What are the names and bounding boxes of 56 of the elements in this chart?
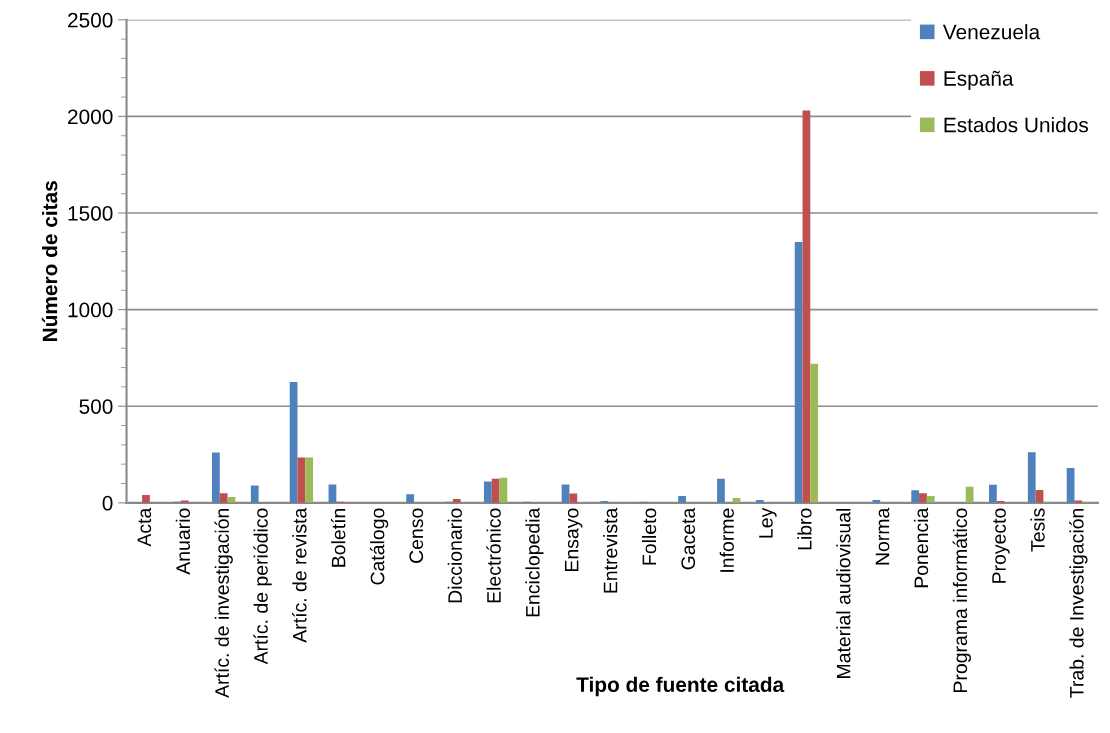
bar — [142, 495, 150, 503]
x-tick-label: Anuario — [175, 508, 191, 575]
x-tick-label: Ley — [759, 507, 777, 538]
x-tick-label: Ponencia — [913, 507, 929, 588]
bar — [250, 485, 259, 503]
x-tick-label: Norma — [875, 507, 890, 565]
x-tick-label: Proyecto — [992, 508, 1010, 583]
bar — [219, 493, 228, 503]
bar — [911, 490, 920, 503]
y-tick-label: 0 — [102, 495, 113, 511]
x-tick-label: Acta — [137, 507, 152, 547]
x-tick-label: Artíc. de periódico — [253, 508, 272, 665]
x-tick-label: Catálogo — [369, 508, 389, 585]
x-tick-label: Artíc. de revista — [292, 507, 307, 643]
bar — [810, 363, 819, 503]
x-tick-label: Censo — [409, 508, 424, 563]
legend-label: Estados Unidos — [944, 117, 1089, 133]
x-tick-label: Informe — [719, 508, 734, 572]
bar — [717, 478, 725, 503]
y-axis-title: Número de citas — [41, 181, 58, 341]
bar — [212, 452, 220, 503]
x-tick-label: Libro — [797, 508, 812, 550]
x-tick-label: Gaceta — [681, 507, 696, 570]
x-tick-label: Entrevista — [603, 507, 618, 593]
bar — [794, 241, 803, 503]
bar — [1027, 452, 1036, 503]
legend-label: España — [944, 70, 1014, 90]
x-tick-label: Ensayo — [564, 508, 583, 571]
y-tick-label: 500 — [79, 399, 113, 414]
bar — [989, 484, 997, 503]
bar — [483, 481, 492, 503]
bar — [678, 496, 686, 503]
bar — [802, 110, 811, 503]
x-tick-label: Boletín — [330, 508, 346, 567]
x-tick-label: Enciclopedia — [525, 507, 544, 617]
x-tick-label: Trab. de Investigación — [1069, 508, 1088, 698]
x-tick-label: Electrónico — [486, 508, 501, 603]
legend-label: Venezuela — [942, 24, 1041, 40]
x-tick-label: Artíc. de investigación — [214, 508, 233, 698]
bar — [297, 457, 306, 503]
x-tick-label: Programa informático — [952, 508, 971, 692]
x-axis-title: Tipo de fuente citada — [576, 676, 785, 697]
bar — [289, 382, 298, 503]
x-tick-label: Folleto — [641, 508, 657, 565]
x-tick-label: Diccionario — [447, 508, 462, 603]
bar — [406, 494, 415, 503]
x-tick-label: Tesis — [1030, 508, 1045, 552]
y-tick-label: 2500 — [68, 12, 113, 28]
y-tick-label: 1000 — [68, 302, 113, 318]
y-tick-label: 2000 — [68, 109, 113, 125]
y-tick-label: 1500 — [68, 206, 113, 221]
x-tick-label: Material audiovisual — [836, 508, 851, 678]
bar — [305, 457, 314, 503]
bar — [926, 496, 935, 503]
bar — [919, 493, 927, 503]
bar — [491, 478, 500, 503]
